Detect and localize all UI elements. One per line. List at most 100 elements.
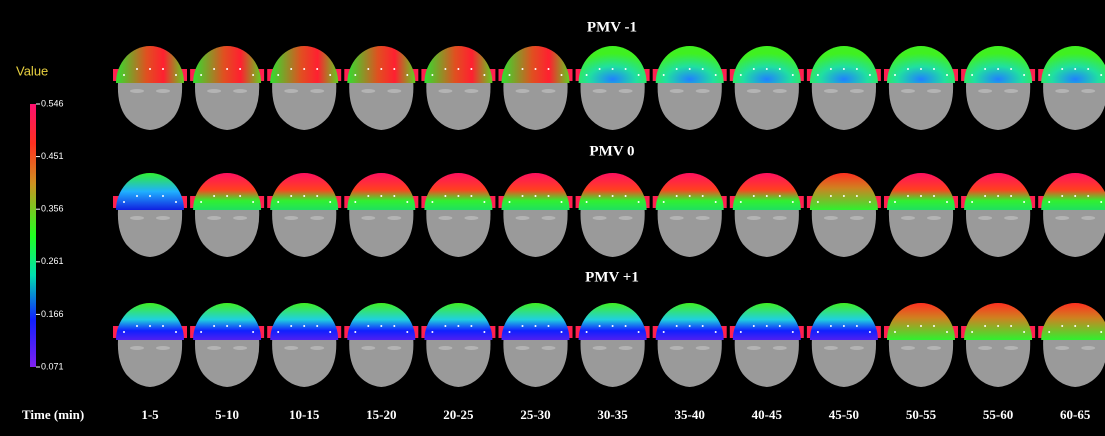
electrode [483, 74, 486, 76]
face [426, 340, 491, 387]
electrode [778, 325, 781, 327]
face [811, 83, 876, 130]
electrode [226, 68, 229, 70]
electrode [598, 195, 601, 197]
electrode [444, 325, 447, 327]
eye [618, 346, 633, 350]
face [888, 210, 954, 257]
electrode [894, 331, 896, 333]
dome [347, 303, 416, 340]
dome [655, 173, 724, 210]
face [503, 83, 568, 130]
electrode [1048, 74, 1051, 76]
dome [809, 173, 878, 210]
eye [592, 216, 607, 220]
eye [438, 89, 453, 93]
electrode [791, 201, 794, 203]
electrode [842, 68, 845, 70]
electrode [907, 68, 909, 70]
electrode [598, 325, 601, 327]
eye [1081, 216, 1096, 220]
electrode [1087, 325, 1090, 327]
eye [849, 216, 864, 220]
electrode [457, 195, 460, 197]
eye [130, 216, 144, 220]
electrode [470, 325, 473, 327]
electrode [1061, 195, 1064, 197]
face [349, 340, 414, 387]
electrode [252, 201, 255, 203]
head [729, 46, 804, 130]
electrode [457, 68, 460, 70]
head [421, 46, 496, 130]
head [575, 303, 650, 387]
dome [424, 46, 493, 83]
eye [207, 346, 222, 350]
electrode [393, 325, 396, 327]
head [652, 303, 727, 387]
eye [618, 89, 633, 93]
eye [927, 89, 941, 93]
head [729, 173, 804, 257]
head [190, 303, 265, 387]
face [734, 83, 799, 130]
electrode [560, 331, 563, 333]
face [811, 210, 876, 257]
tick-label: 0.166 [41, 309, 64, 319]
electrode [1010, 325, 1013, 327]
dome [270, 46, 339, 83]
dome [347, 173, 416, 210]
tick-label: 0.261 [41, 256, 64, 266]
eye [592, 89, 607, 93]
head [961, 173, 1036, 257]
electrode [136, 325, 138, 327]
electrode [277, 331, 280, 333]
face [657, 210, 722, 257]
electrode [393, 68, 396, 70]
legend-title: Value [16, 63, 48, 78]
electrode [252, 74, 255, 76]
electrode [971, 74, 974, 76]
electrode [431, 74, 434, 76]
electrode [701, 68, 704, 70]
electrode [367, 195, 370, 197]
head [498, 46, 573, 130]
face [117, 210, 183, 257]
eye [130, 346, 144, 350]
eye [746, 346, 761, 350]
electrode [598, 68, 601, 70]
dome [501, 173, 570, 210]
face [1043, 83, 1105, 130]
electrode [521, 325, 524, 327]
electrode [829, 68, 832, 70]
face [349, 210, 414, 257]
eye [746, 89, 761, 93]
electrode [213, 325, 216, 327]
electrode [136, 195, 138, 197]
time-tick: 25-30 [520, 407, 550, 422]
electrode [316, 195, 319, 197]
electrode [637, 201, 640, 203]
electrode [662, 74, 665, 76]
electrode [637, 331, 640, 333]
eye [284, 89, 299, 93]
electrode [920, 195, 922, 197]
eye [618, 216, 633, 220]
electrode [714, 74, 717, 76]
electrode [662, 331, 665, 333]
time-tick: 15-20 [366, 407, 396, 422]
electrode [226, 325, 229, 327]
electrode [778, 195, 781, 197]
eye [592, 346, 607, 350]
eye [978, 89, 993, 93]
dome [578, 46, 647, 83]
electrode [984, 195, 987, 197]
electrode [290, 68, 293, 70]
electrode [842, 325, 845, 327]
eye [849, 89, 864, 93]
electrode [585, 74, 588, 76]
eye [927, 346, 941, 350]
eye [1081, 89, 1096, 93]
eye [387, 89, 402, 93]
